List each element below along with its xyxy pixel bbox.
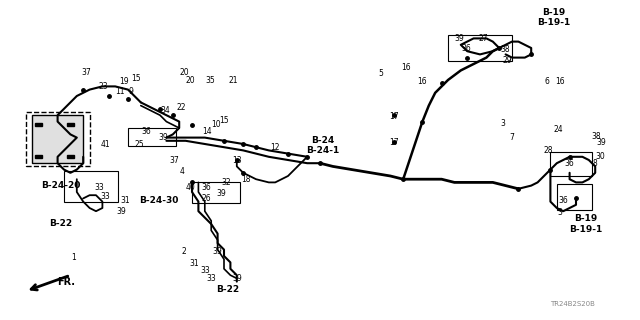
Text: 11: 11 <box>116 87 125 96</box>
Text: 37: 37 <box>170 156 180 164</box>
Text: 39: 39 <box>116 207 127 216</box>
Text: 38: 38 <box>591 132 602 140</box>
Text: 39: 39 <box>216 189 226 198</box>
Text: 39: 39 <box>596 138 607 147</box>
Text: 3: 3 <box>557 208 563 217</box>
Text: B-22: B-22 <box>49 220 72 228</box>
Text: 25: 25 <box>134 140 145 149</box>
Text: 23: 23 <box>99 82 109 91</box>
Text: 8: 8 <box>593 159 598 168</box>
Text: 26: 26 <box>202 194 212 203</box>
Text: 36: 36 <box>141 127 151 136</box>
Text: 12: 12 <box>271 143 280 152</box>
Text: 10: 10 <box>211 120 221 129</box>
Text: B-24-20: B-24-20 <box>41 181 81 190</box>
Text: 39: 39 <box>158 133 168 142</box>
Text: B-19
B-19-1: B-19 B-19-1 <box>569 214 602 234</box>
Text: 31: 31 <box>120 196 130 204</box>
Text: TR24B2S20B: TR24B2S20B <box>550 301 595 307</box>
Text: 33: 33 <box>206 274 216 283</box>
Text: 22: 22 <box>177 103 186 112</box>
Text: 6: 6 <box>545 77 550 86</box>
Text: 17: 17 <box>388 138 399 147</box>
Bar <box>35 123 42 126</box>
Bar <box>128 128 176 146</box>
Text: 33: 33 <box>100 192 111 201</box>
Text: 13: 13 <box>232 156 242 164</box>
Text: 20: 20 <box>186 76 196 84</box>
Text: 36: 36 <box>564 159 575 168</box>
Text: 15: 15 <box>131 74 141 83</box>
Text: 35: 35 <box>205 76 215 84</box>
Text: 17: 17 <box>388 112 399 121</box>
Text: 16: 16 <box>417 77 428 86</box>
Text: 15: 15 <box>219 116 229 124</box>
Text: 30: 30 <box>595 152 605 161</box>
Text: 34: 34 <box>160 106 170 115</box>
Text: 7: 7 <box>509 133 515 142</box>
Text: 27: 27 <box>478 34 488 43</box>
Bar <box>35 155 42 158</box>
Text: 3: 3 <box>500 119 505 128</box>
Text: 14: 14 <box>202 127 212 136</box>
Bar <box>550 152 592 176</box>
Text: B-24-30: B-24-30 <box>139 196 179 204</box>
Bar <box>67 123 74 126</box>
Text: B-22: B-22 <box>216 285 239 294</box>
Text: 24: 24 <box>553 125 563 134</box>
Text: 18: 18 <box>242 175 251 184</box>
Bar <box>448 35 512 61</box>
Text: 41: 41 <box>100 140 111 149</box>
Bar <box>67 155 74 158</box>
Text: 4: 4 <box>180 167 185 176</box>
Text: 31: 31 <box>189 260 199 268</box>
Text: 29: 29 <box>502 56 513 65</box>
Text: 39: 39 <box>232 274 242 283</box>
Text: 33: 33 <box>94 183 104 192</box>
Text: 40: 40 <box>186 183 196 192</box>
Text: 39: 39 <box>212 247 223 256</box>
Polygon shape <box>32 115 83 163</box>
Bar <box>26 112 90 166</box>
Text: 16: 16 <box>555 77 565 86</box>
Text: 21: 21 <box>229 76 238 84</box>
Text: 37: 37 <box>81 68 92 76</box>
Bar <box>64 171 118 202</box>
Text: 39: 39 <box>454 34 465 43</box>
Text: 33: 33 <box>200 266 210 275</box>
Text: 36: 36 <box>202 183 212 192</box>
Text: 36: 36 <box>461 44 471 53</box>
Text: 20: 20 <box>179 68 189 76</box>
Bar <box>192 182 240 203</box>
Text: 1: 1 <box>71 253 76 262</box>
Text: 38: 38 <box>500 45 511 54</box>
Text: B-19
B-19-1: B-19 B-19-1 <box>537 8 570 27</box>
Text: 2: 2 <box>182 247 187 256</box>
Text: B-24
B-24-1: B-24 B-24-1 <box>307 136 340 155</box>
Bar <box>557 184 592 210</box>
Text: 5: 5 <box>378 69 383 78</box>
Text: 19: 19 <box>118 77 129 86</box>
Text: 32: 32 <box>221 178 231 187</box>
Text: 16: 16 <box>401 63 412 72</box>
Text: 28: 28 <box>544 146 553 155</box>
Text: 36: 36 <box>558 196 568 204</box>
Text: FR.: FR. <box>58 276 76 287</box>
Text: 9: 9 <box>129 87 134 96</box>
